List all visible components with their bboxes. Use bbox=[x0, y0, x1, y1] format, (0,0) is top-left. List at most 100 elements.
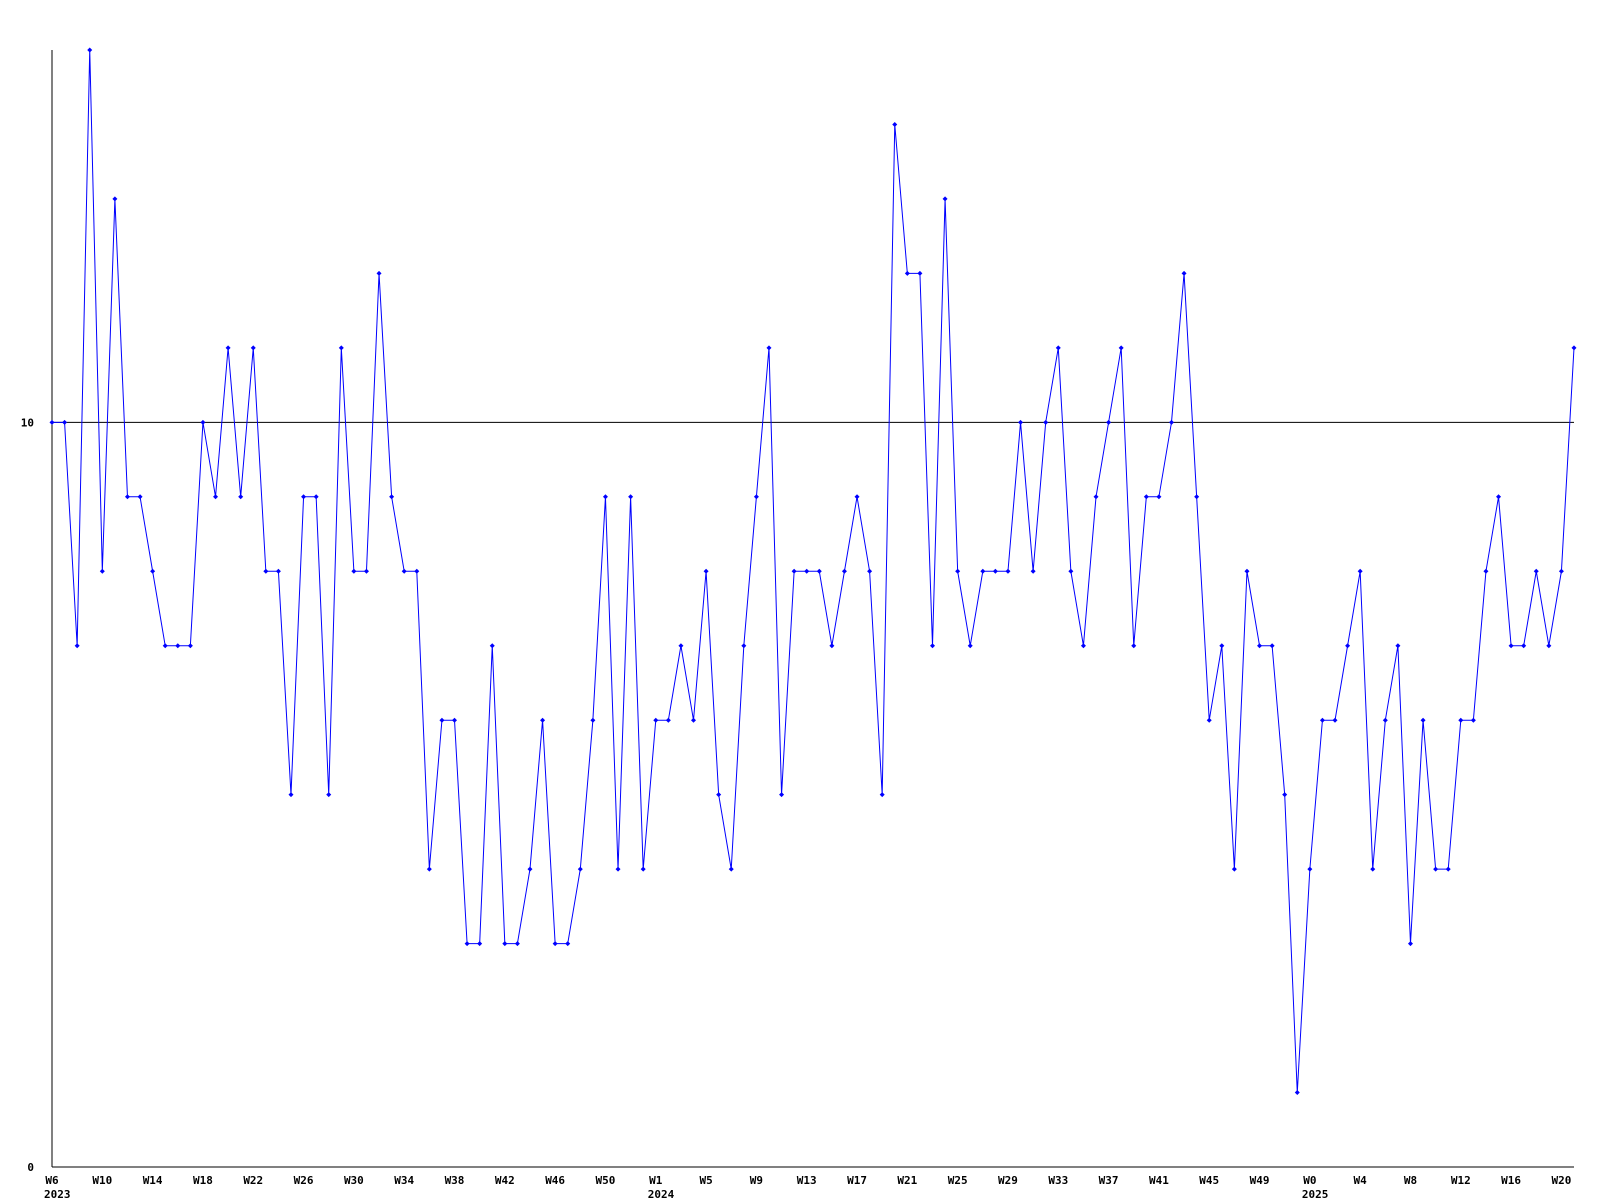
data-point bbox=[452, 717, 458, 723]
data-point bbox=[665, 717, 671, 723]
data-point bbox=[1382, 717, 1388, 723]
data-point bbox=[1257, 643, 1263, 649]
x-year-label: 2023 bbox=[44, 1188, 71, 1200]
data-point bbox=[288, 792, 294, 798]
data-point bbox=[1030, 568, 1036, 574]
x-year-label: 2024 bbox=[648, 1188, 675, 1200]
x-tick-label: W38 bbox=[445, 1174, 465, 1187]
data-point bbox=[829, 643, 835, 649]
data-point bbox=[87, 47, 93, 53]
data-point bbox=[301, 494, 307, 500]
data-point bbox=[1156, 494, 1162, 500]
data-point bbox=[1043, 419, 1049, 425]
data-point bbox=[439, 717, 445, 723]
data-point bbox=[238, 494, 244, 500]
data-point bbox=[678, 643, 684, 649]
data-point bbox=[1345, 643, 1351, 649]
x-tick-label: W30 bbox=[344, 1174, 364, 1187]
x-tick-label: W50 bbox=[596, 1174, 616, 1187]
data-point bbox=[1093, 494, 1099, 500]
data-point bbox=[1357, 568, 1363, 574]
data-point bbox=[741, 643, 747, 649]
data-point bbox=[49, 419, 55, 425]
data-point bbox=[1219, 643, 1225, 649]
y-tick-label: 10 bbox=[21, 416, 34, 429]
data-point bbox=[1194, 494, 1200, 500]
data-point bbox=[1332, 717, 1338, 723]
data-point bbox=[942, 196, 948, 202]
data-point bbox=[502, 941, 508, 947]
data-point bbox=[1307, 866, 1313, 872]
data-point bbox=[489, 643, 495, 649]
data-point bbox=[1055, 345, 1061, 351]
data-point bbox=[1231, 866, 1237, 872]
data-point bbox=[1483, 568, 1489, 574]
data-point bbox=[1080, 643, 1086, 649]
x-year-label: 2025 bbox=[1302, 1188, 1329, 1200]
data-point bbox=[275, 568, 281, 574]
data-point bbox=[313, 494, 319, 500]
x-tick-label: W13 bbox=[797, 1174, 817, 1187]
data-point bbox=[779, 792, 785, 798]
x-tick-label: W49 bbox=[1250, 1174, 1270, 1187]
data-point bbox=[162, 643, 168, 649]
data-point bbox=[376, 270, 382, 276]
data-point bbox=[867, 568, 873, 574]
y-tick-label: 0 bbox=[27, 1161, 34, 1174]
data-point bbox=[401, 568, 407, 574]
x-tick-label: W29 bbox=[998, 1174, 1018, 1187]
data-point bbox=[1433, 866, 1439, 872]
data-point bbox=[577, 866, 583, 872]
data-point bbox=[74, 643, 80, 649]
data-point bbox=[1118, 345, 1124, 351]
data-point bbox=[904, 270, 910, 276]
data-point bbox=[565, 941, 571, 947]
data-point bbox=[175, 643, 181, 649]
data-point bbox=[263, 568, 269, 574]
x-tick-label: W10 bbox=[92, 1174, 112, 1187]
data-point bbox=[766, 345, 772, 351]
data-point bbox=[992, 568, 998, 574]
data-point bbox=[1143, 494, 1149, 500]
data-point bbox=[62, 419, 68, 425]
data-point bbox=[187, 643, 193, 649]
data-point bbox=[389, 494, 395, 500]
x-tick-label: W21 bbox=[897, 1174, 917, 1187]
x-tick-label: W6 bbox=[45, 1174, 59, 1187]
data-point bbox=[1282, 792, 1288, 798]
x-tick-label: W12 bbox=[1451, 1174, 1471, 1187]
x-tick-label: W25 bbox=[948, 1174, 968, 1187]
data-point bbox=[150, 568, 156, 574]
x-tick-label: W16 bbox=[1501, 1174, 1521, 1187]
data-point bbox=[791, 568, 797, 574]
x-tick-label: W41 bbox=[1149, 1174, 1169, 1187]
data-point bbox=[917, 270, 923, 276]
x-tick-label: W14 bbox=[143, 1174, 163, 1187]
data-point bbox=[1508, 643, 1514, 649]
data-point bbox=[728, 866, 734, 872]
data-point bbox=[225, 345, 231, 351]
data-point bbox=[1496, 494, 1502, 500]
data-point bbox=[879, 792, 885, 798]
data-point bbox=[980, 568, 986, 574]
data-point bbox=[1168, 419, 1174, 425]
data-point bbox=[1458, 717, 1464, 723]
x-tick-label: W22 bbox=[243, 1174, 263, 1187]
x-tick-label: W45 bbox=[1199, 1174, 1219, 1187]
data-point bbox=[112, 196, 118, 202]
x-tick-label: W42 bbox=[495, 1174, 515, 1187]
data-point bbox=[892, 121, 898, 127]
x-tick-label: W9 bbox=[750, 1174, 763, 1187]
data-point bbox=[552, 941, 558, 947]
data-point bbox=[1068, 568, 1074, 574]
data-point bbox=[590, 717, 596, 723]
data-point bbox=[854, 494, 860, 500]
data-point bbox=[653, 717, 659, 723]
x-tick-label: W0 bbox=[1303, 1174, 1316, 1187]
data-point bbox=[1181, 270, 1187, 276]
data-point bbox=[615, 866, 621, 872]
data-point bbox=[1005, 568, 1011, 574]
data-point bbox=[124, 494, 130, 500]
data-point bbox=[967, 643, 973, 649]
